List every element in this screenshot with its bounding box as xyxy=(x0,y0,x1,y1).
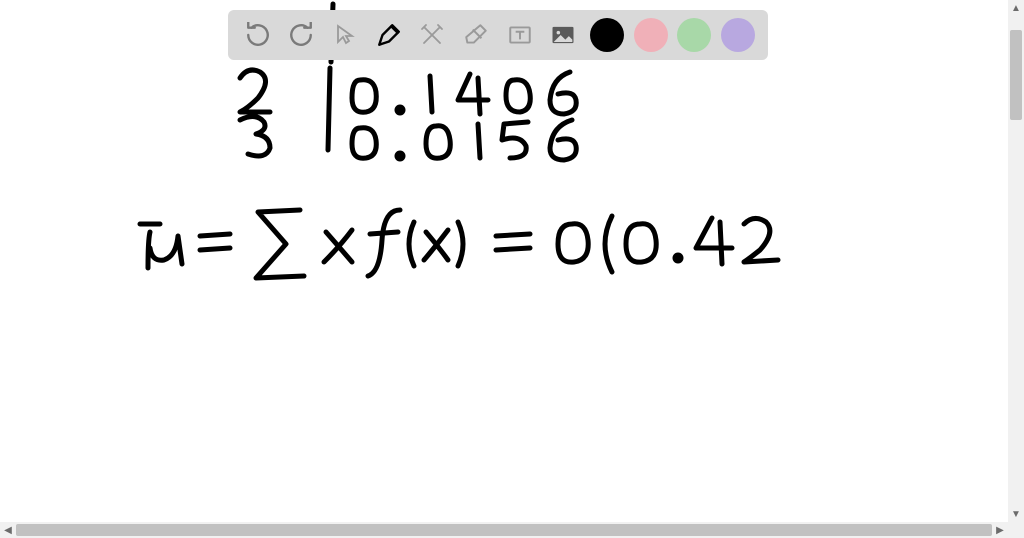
tools-button[interactable] xyxy=(415,18,449,52)
hw-1b xyxy=(478,124,480,158)
hw-1 xyxy=(430,76,432,112)
eraser-button[interactable] xyxy=(459,18,493,52)
textbox-icon xyxy=(507,22,533,48)
pen-button[interactable] xyxy=(372,18,406,52)
image-icon xyxy=(549,21,577,49)
hw-dot-b xyxy=(397,153,403,159)
vertical-scrollbar[interactable]: ▲ ▼ xyxy=(1008,0,1024,522)
handwriting-layer xyxy=(0,0,1008,522)
hw-f xyxy=(368,210,400,276)
hw-eq2b xyxy=(496,248,530,250)
undo-icon xyxy=(245,22,271,48)
drawing-toolbar xyxy=(228,10,768,60)
color-purple[interactable] xyxy=(721,18,755,52)
color-black[interactable] xyxy=(590,18,624,52)
hw-sigma xyxy=(256,210,304,278)
pen-icon xyxy=(376,22,402,48)
hw-eq1a xyxy=(200,234,230,236)
horizontal-scroll-thumb[interactable] xyxy=(16,524,992,536)
textbox-button[interactable] xyxy=(503,18,537,52)
hw-x2 xyxy=(424,230,448,260)
hw-eq1b xyxy=(200,248,230,250)
redo-icon xyxy=(288,22,314,48)
hw-paren-l2 xyxy=(605,216,612,272)
color-green[interactable] xyxy=(677,18,711,52)
cursor-icon xyxy=(333,23,357,47)
hw-x1 xyxy=(324,230,352,262)
hw-6b xyxy=(550,120,576,160)
hw-digit-2-left xyxy=(240,70,270,112)
hw-0e xyxy=(558,224,588,262)
scroll-left-arrow[interactable]: ◀ xyxy=(0,522,16,538)
hw-5 xyxy=(502,122,528,158)
scroll-right-arrow[interactable]: ▶ xyxy=(992,522,1008,538)
hw-mu xyxy=(140,224,182,268)
hw-4 xyxy=(458,74,488,114)
hw-0f xyxy=(626,224,656,262)
cursor-button[interactable] xyxy=(328,18,362,52)
scrollbar-corner xyxy=(1008,522,1024,538)
hw-0d xyxy=(426,126,450,158)
eraser-icon xyxy=(463,22,489,48)
hw-eq2a xyxy=(496,234,530,236)
hw-6 xyxy=(550,72,576,114)
hw-4b xyxy=(696,218,732,264)
scroll-up-arrow[interactable]: ▲ xyxy=(1008,0,1024,16)
hw-0a xyxy=(352,80,376,112)
hw-paren-l1 xyxy=(409,222,414,266)
redo-button[interactable] xyxy=(284,18,318,52)
hw-0c xyxy=(352,128,376,158)
hw-2b xyxy=(744,218,778,262)
color-pink[interactable] xyxy=(634,18,668,52)
undo-button[interactable] xyxy=(241,18,275,52)
crossed-tools-icon xyxy=(420,23,444,47)
vertical-scroll-thumb[interactable] xyxy=(1010,30,1022,120)
hw-0b xyxy=(506,80,530,112)
scroll-down-arrow[interactable]: ▼ xyxy=(1008,506,1024,522)
hw-paren-r1 xyxy=(458,222,463,266)
hw-digit-3-left xyxy=(240,116,270,156)
image-button[interactable] xyxy=(546,18,580,52)
hw-dot-c xyxy=(675,255,681,261)
horizontal-scrollbar[interactable]: ◀ ▶ xyxy=(0,522,1008,538)
hw-dot-a xyxy=(397,107,403,113)
whiteboard-canvas[interactable] xyxy=(0,0,1008,522)
